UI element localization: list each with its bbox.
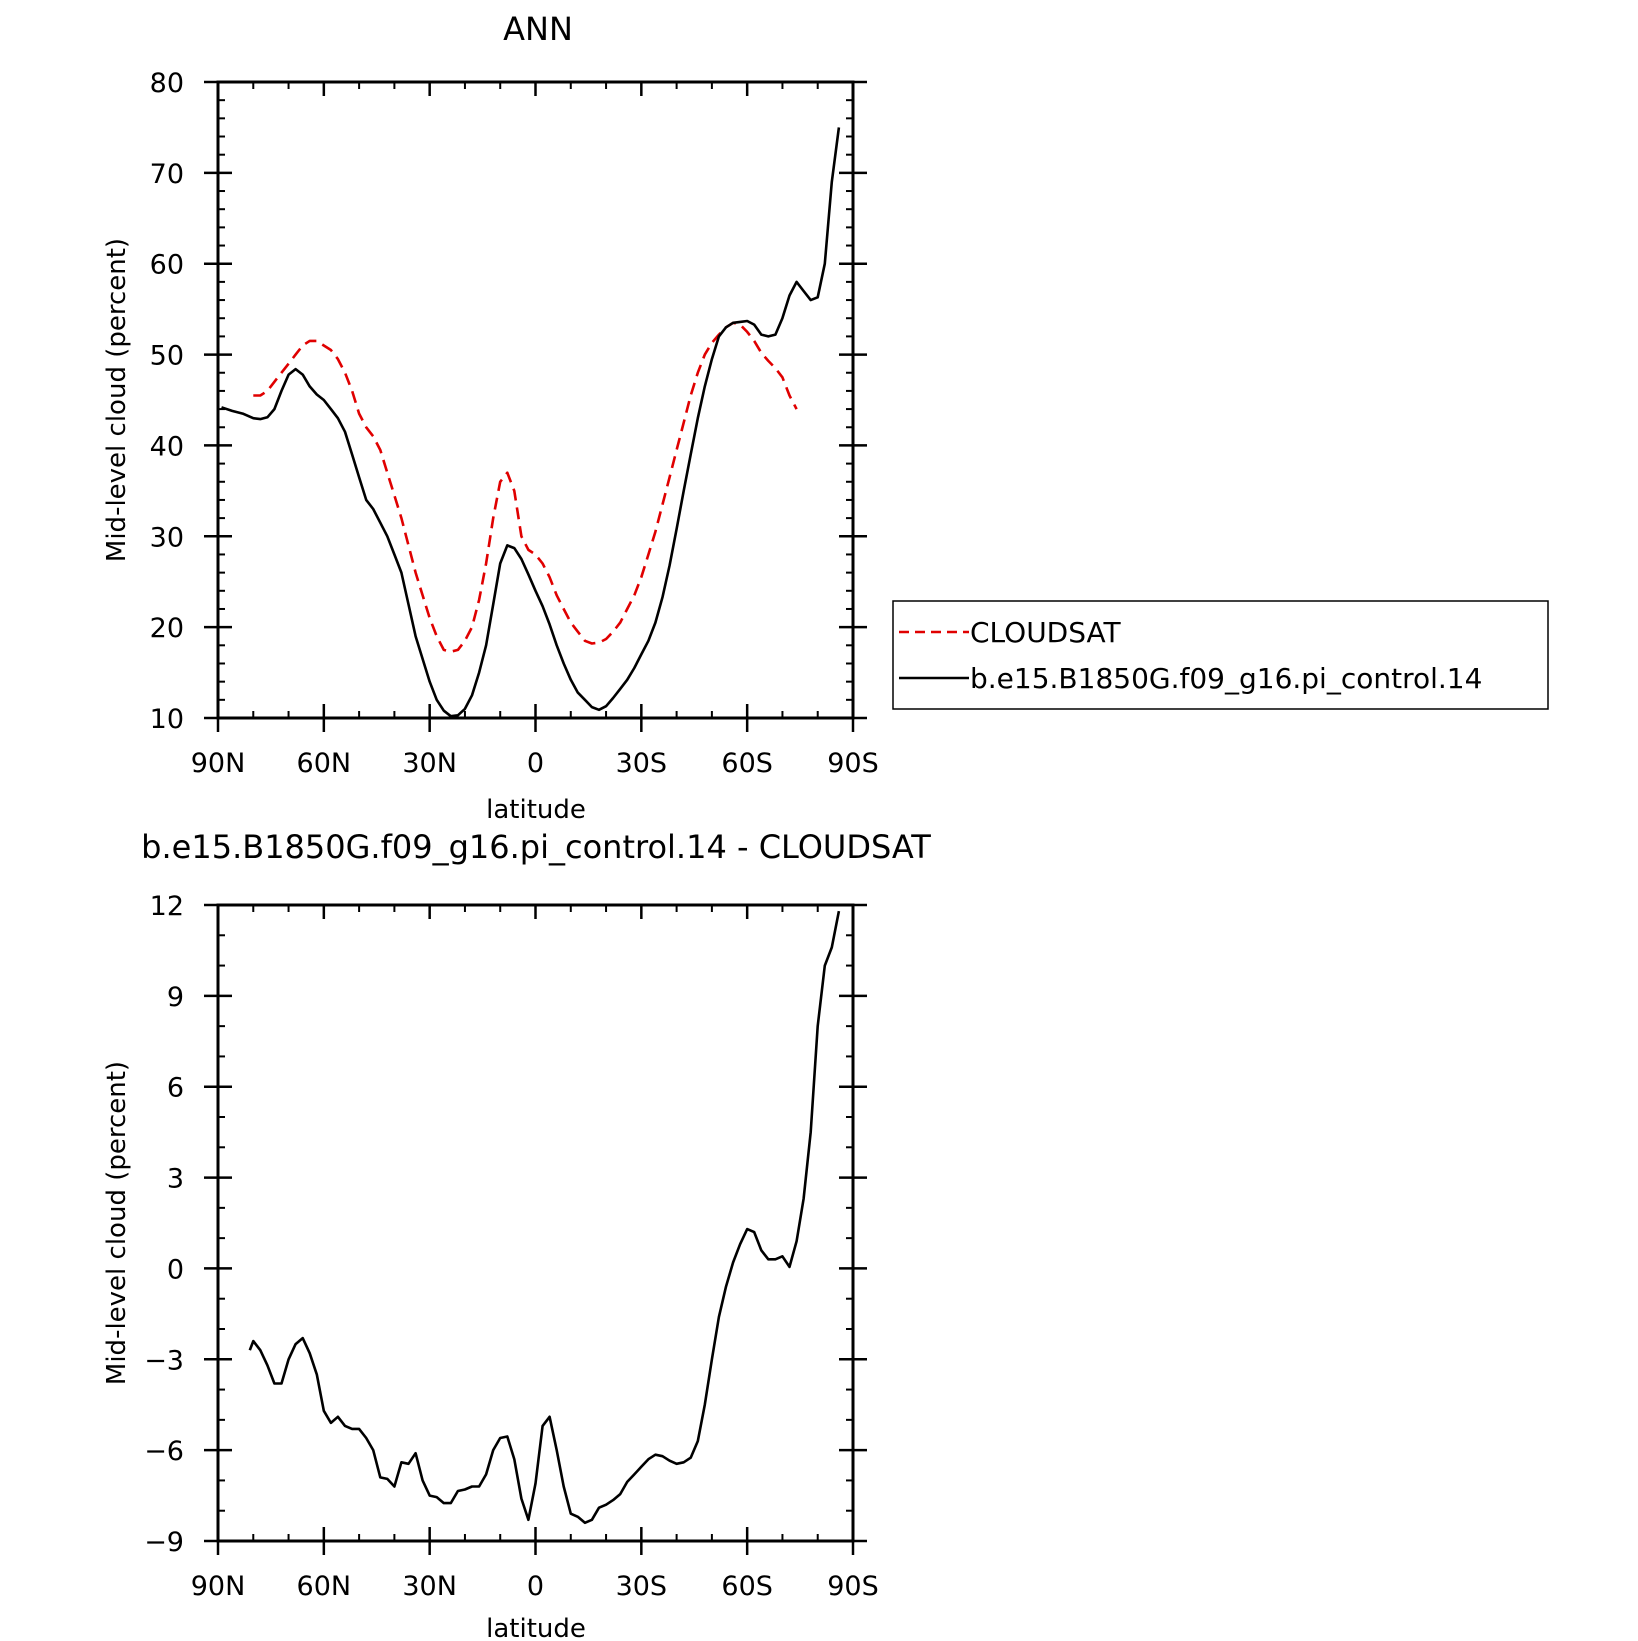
series-line-top-1	[253, 321, 798, 654]
x-tick-label: 60N	[297, 748, 352, 779]
y-tick-label: −9	[144, 1527, 184, 1558]
x-tick-label: 30S	[616, 1571, 668, 1602]
y-tick-label: 0	[167, 1254, 184, 1285]
x-tick-label: 0	[527, 748, 544, 779]
y-tick-label: 9	[167, 982, 184, 1013]
y-tick-label: 30	[150, 522, 184, 553]
x-tick-label: 60S	[721, 748, 773, 779]
y-tick-label: −3	[144, 1345, 184, 1376]
x-tick-label: 90N	[191, 1571, 246, 1602]
chart-title-ann: ANN	[503, 10, 573, 48]
x-tick-label: 60S	[721, 1571, 773, 1602]
legend: CLOUDSAT b.e15.B1850G.f09_g16.pi_control…	[892, 600, 1549, 710]
legend-label-cloudsat: CLOUDSAT	[970, 616, 1122, 649]
y-tick-label: −6	[144, 1436, 184, 1467]
y-tick-label: 40	[150, 431, 184, 462]
x-axis-label-top: latitude	[486, 795, 586, 825]
legend-label-model: b.e15.B1850G.f09_g16.pi_control.14	[970, 662, 1482, 695]
x-tick-label: 90S	[827, 748, 879, 779]
y-tick-label: 80	[150, 68, 184, 99]
y-tick-label: 20	[150, 613, 184, 644]
plot-frame-top	[216, 80, 855, 720]
x-tick-label: 90N	[191, 748, 246, 779]
series-line-top-2	[221, 127, 841, 718]
panel-annual-mean: ANN 10 20 30 40 50 60 70 80 90N 60N 30N 0 30S 60S 90S…	[102, 10, 879, 825]
axis-ticks-top	[204, 80, 867, 732]
y-tick-label: 70	[150, 159, 184, 190]
y-tick-label: 12	[150, 891, 184, 922]
y-tick-label: 10	[150, 704, 184, 735]
x-tick-labels-top: 90N 60N 30N 0 30S 60S 90S	[191, 748, 879, 779]
x-tick-labels-bottom: 90N 60N 30N 0 30S 60S 90S	[191, 1571, 879, 1602]
x-tick-label: 90S	[827, 1571, 879, 1602]
x-tick-label: 30N	[402, 748, 457, 779]
y-tick-label: 3	[167, 1164, 184, 1195]
chart-title-difference: b.e15.B1850G.f09_g16.pi_control.14 - CLO…	[141, 828, 931, 866]
x-tick-label: 30N	[402, 1571, 457, 1602]
y-tick-label: 50	[150, 341, 184, 372]
x-axis-label-bottom: latitude	[486, 1614, 586, 1641]
y-axis-label-top: Mid-level cloud (percent)	[102, 238, 132, 562]
series-line-bottom-1	[248, 910, 841, 1525]
plot-frame-bottom	[216, 903, 855, 1543]
x-tick-label: 60N	[297, 1571, 352, 1602]
y-tick-label: 60	[150, 250, 184, 281]
legend-box	[892, 600, 1549, 710]
series-group-bottom	[248, 910, 841, 1525]
axis-ticks-bottom	[204, 903, 867, 1555]
x-tick-label: 30S	[616, 748, 668, 779]
x-tick-label: 0	[527, 1571, 544, 1602]
y-tick-label: 6	[167, 1073, 184, 1104]
series-group-top	[221, 127, 841, 718]
y-tick-labels-bottom: −9 −6 −3 0 3 6 9 12	[144, 891, 184, 1558]
y-tick-labels-top: 10 20 30 40 50 60 70 80	[150, 68, 184, 735]
panel-difference: b.e15.B1850G.f09_g16.pi_control.14 - CLO…	[102, 828, 931, 1641]
y-axis-label-bottom: Mid-level cloud (percent)	[102, 1061, 132, 1385]
